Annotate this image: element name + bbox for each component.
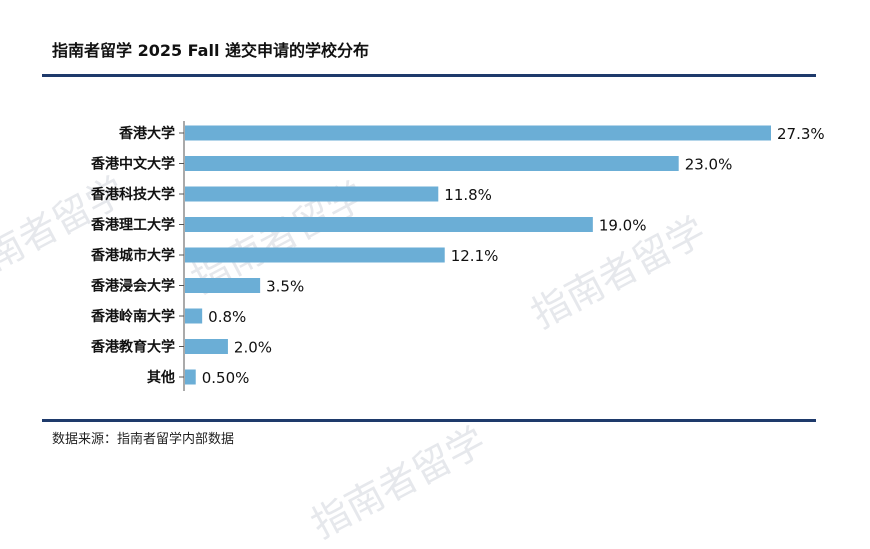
bar	[185, 278, 261, 293]
category-label: 香港岭南大学	[90, 308, 175, 325]
value-label: 0.8%	[208, 308, 246, 326]
value-label: 12.1%	[451, 247, 499, 265]
category-label: 香港大学	[118, 125, 175, 142]
value-label: 2.0%	[234, 339, 272, 357]
category-label: 香港教育大学	[90, 339, 175, 356]
bar	[185, 308, 203, 324]
category-label: 香港中文大学	[90, 156, 175, 173]
bar	[185, 247, 445, 263]
value-label: 23.0%	[685, 156, 733, 174]
category-label: 香港城市大学	[90, 247, 175, 264]
header-rule	[42, 74, 816, 77]
category-label: 其他	[147, 369, 175, 386]
bar	[185, 186, 439, 202]
category-label: 香港浸会大学	[90, 278, 175, 295]
bar	[185, 217, 593, 232]
value-label: 11.8%	[444, 186, 492, 204]
value-label: 3.5%	[266, 278, 304, 296]
category-label: 香港理工大学	[90, 217, 175, 234]
page-title: 指南者留学 2025 Fall 递交申请的学校分布	[52, 41, 370, 60]
bar	[185, 156, 679, 171]
bar	[185, 125, 771, 141]
source-note: 数据来源：指南者留学内部数据	[52, 432, 235, 447]
value-label: 0.50%	[202, 369, 250, 387]
bar	[185, 369, 196, 385]
value-label: 27.3%	[777, 125, 825, 143]
bar-chart: 香港大学 27.3% 香港中文大学 23.0% 香港科技大学 11.8% 香港理工大学 19.…	[90, 121, 825, 391]
bar	[185, 339, 228, 354]
value-label: 19.0%	[599, 217, 647, 235]
category-label: 香港科技大学	[90, 186, 175, 203]
footer-rule	[42, 419, 816, 422]
